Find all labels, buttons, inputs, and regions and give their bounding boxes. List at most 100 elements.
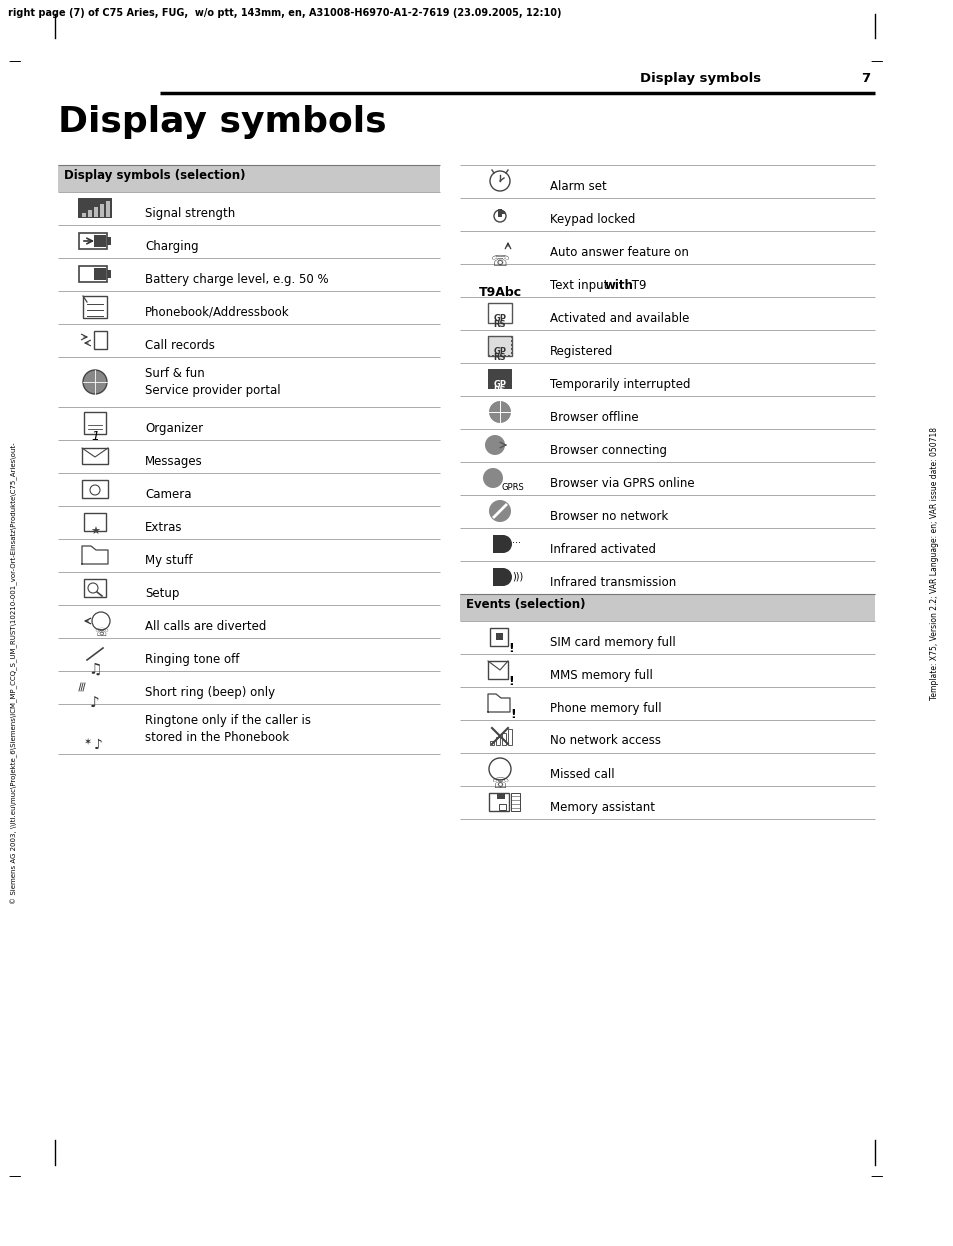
Text: GP: GP [493, 380, 506, 389]
Text: No network access: No network access [550, 734, 660, 748]
Bar [488, 344, 489, 346]
Text: MMS memory full: MMS memory full [550, 669, 652, 682]
Text: © Siemens AG 2003, \\ltl.eu\muc\Projekte_6\Siemens\ICM_MP_CCQ_S_UM_RUST\10210-00: © Siemens AG 2003, \\ltl.eu\muc\Projekte… [10, 442, 18, 903]
Circle shape [494, 568, 512, 586]
Text: Messages: Messages [145, 455, 203, 467]
Text: T9Abc: T9Abc [478, 287, 521, 299]
Text: ✶: ✶ [83, 736, 91, 748]
Bar [511, 336, 512, 338]
Text: Events (selection): Events (selection) [465, 598, 585, 611]
Bar [496, 633, 502, 640]
Bar [84, 579, 106, 597]
Bar [497, 209, 501, 217]
Text: Activated and available: Activated and available [550, 312, 689, 324]
Bar [106, 201, 110, 217]
Bar [488, 336, 512, 356]
Text: Call records: Call records [145, 339, 214, 351]
Bar [488, 303, 512, 323]
Bar [490, 628, 507, 645]
Bar [511, 792, 519, 811]
Text: Setup: Setup [145, 587, 179, 599]
Bar [488, 348, 489, 350]
Bar [498, 804, 505, 810]
Text: Keypad locked: Keypad locked [550, 213, 635, 226]
Bar [490, 741, 494, 745]
Bar [511, 344, 512, 346]
Bar [107, 270, 111, 278]
Text: !: ! [510, 708, 516, 721]
Bar [84, 513, 106, 531]
Text: Battery charge level, e.g. 50 %: Battery charge level, e.g. 50 % [145, 273, 328, 285]
Text: Auto answer feature on: Auto answer feature on [550, 245, 688, 258]
Text: ♪: ♪ [93, 738, 102, 753]
Bar [78, 198, 112, 218]
Bar [500, 211, 504, 214]
Text: Browser connecting: Browser connecting [550, 444, 666, 456]
Text: ))): ))) [512, 571, 522, 581]
Bar [84, 412, 106, 434]
Bar [488, 353, 489, 354]
Text: Phone memory full: Phone memory full [550, 701, 661, 714]
Text: Text input: Text input [550, 279, 612, 292]
Text: —: — [869, 1170, 882, 1182]
Text: —: — [8, 1170, 20, 1182]
Bar [100, 204, 104, 217]
Bar [488, 336, 512, 356]
Text: GPRS: GPRS [501, 483, 524, 492]
Text: 1: 1 [91, 430, 99, 444]
Text: Organizer: Organizer [145, 421, 203, 435]
Text: Memory assistant: Memory assistant [550, 800, 655, 814]
Bar [82, 213, 86, 217]
Text: !: ! [508, 675, 514, 688]
Text: Infrared activated: Infrared activated [550, 542, 656, 556]
Bar [511, 348, 512, 350]
Text: Display symbols (selection): Display symbols (selection) [64, 169, 245, 182]
Text: Missed call: Missed call [550, 768, 614, 780]
Text: ★: ★ [90, 527, 100, 537]
Bar [488, 340, 489, 341]
Bar [511, 340, 512, 341]
Text: Registered: Registered [550, 344, 613, 358]
Circle shape [83, 370, 107, 394]
Text: RS: RS [494, 386, 506, 395]
Circle shape [494, 535, 512, 553]
Text: Extras: Extras [145, 521, 182, 533]
Text: !: ! [508, 642, 514, 655]
Text: RS: RS [494, 320, 506, 329]
Text: Template: X75, Version 2.2; VAR Language: en; VAR issue date: 050718: Template: X75, Version 2.2; VAR Language… [929, 426, 939, 699]
Text: GP: GP [493, 346, 506, 356]
Text: Temporarily interrupted: Temporarily interrupted [550, 378, 690, 390]
Text: T9: T9 [627, 279, 646, 292]
Circle shape [489, 500, 511, 522]
Text: Phonebook/Addressbook: Phonebook/Addressbook [145, 305, 290, 319]
Bar [496, 736, 499, 745]
Text: ♫: ♫ [88, 662, 102, 677]
Text: Browser offline: Browser offline [550, 410, 638, 424]
Bar [488, 660, 507, 679]
Circle shape [482, 468, 502, 488]
Text: 7: 7 [860, 72, 869, 85]
Text: Camera: Camera [145, 487, 192, 501]
Bar [79, 233, 107, 249]
Bar [94, 331, 107, 349]
Bar [94, 235, 106, 247]
Bar [493, 535, 502, 553]
Bar [488, 336, 489, 338]
Text: stored in the Phonebook: stored in the Phonebook [145, 731, 289, 744]
Text: Browser no network: Browser no network [550, 510, 667, 522]
Text: Infrared transmission: Infrared transmission [550, 576, 676, 588]
Bar [94, 207, 98, 217]
Bar [82, 449, 108, 464]
Bar [501, 733, 505, 745]
Bar [88, 211, 91, 217]
Bar [488, 369, 512, 389]
Text: My stuff: My stuff [145, 553, 193, 567]
Text: —: — [869, 55, 882, 69]
Bar [497, 792, 504, 799]
Text: Ringtone only if the caller is: Ringtone only if the caller is [145, 714, 311, 726]
Bar [493, 568, 502, 586]
Text: All calls are diverted: All calls are diverted [145, 619, 266, 633]
Bar [107, 237, 111, 245]
Bar [507, 729, 512, 745]
Text: Service provider portal: Service provider portal [145, 384, 280, 397]
